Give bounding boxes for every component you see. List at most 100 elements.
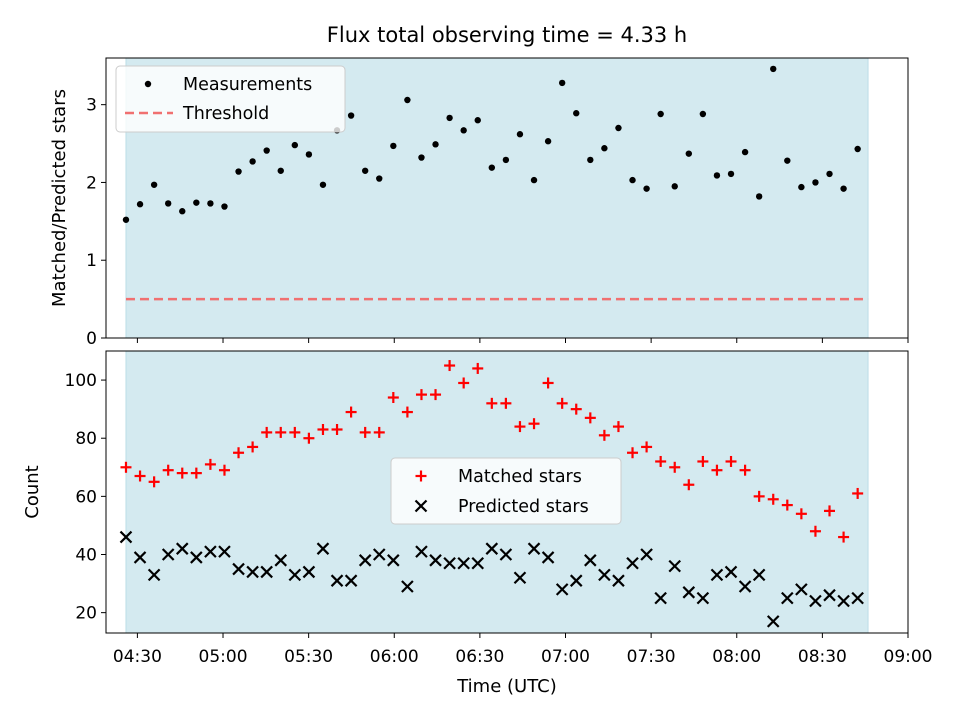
top-ytick-label: 3 bbox=[86, 96, 97, 116]
predicted-star-point bbox=[274, 554, 288, 567]
matched-star-point bbox=[683, 479, 695, 491]
predicted-star-point bbox=[232, 562, 245, 576]
matched-star-point bbox=[739, 464, 751, 476]
matched-star-point bbox=[247, 441, 259, 453]
measurement-point bbox=[122, 216, 130, 223]
predicted-star-point bbox=[246, 565, 259, 579]
measurement-point bbox=[460, 127, 467, 134]
predicted-star-point bbox=[499, 548, 513, 561]
matched-star-point bbox=[120, 461, 132, 473]
xtick-label: 08:00 bbox=[712, 647, 761, 667]
measurement-point bbox=[249, 158, 256, 165]
matched-star-point bbox=[472, 362, 484, 374]
predicted-star-point bbox=[302, 565, 316, 579]
measurement-point bbox=[643, 185, 650, 192]
measurement-point bbox=[826, 170, 833, 178]
matched-star-point bbox=[725, 455, 737, 467]
measurement-point bbox=[615, 124, 622, 132]
matched-star-point bbox=[444, 360, 456, 372]
measurement-point bbox=[699, 110, 707, 118]
legend-measurements-label: Measurements bbox=[183, 75, 312, 95]
measurement-point bbox=[474, 117, 481, 124]
matched-star-point bbox=[275, 426, 287, 438]
measurement-points bbox=[122, 65, 861, 223]
xtick-label: 09:00 bbox=[884, 647, 933, 667]
bottom-ytick-label: 80 bbox=[75, 429, 97, 449]
legend-measurements-marker bbox=[144, 80, 152, 88]
bottom-ytick-label: 60 bbox=[75, 487, 97, 507]
predicted-star-point bbox=[837, 594, 850, 608]
matched-star-point bbox=[317, 423, 329, 435]
top-ytick-label: 1 bbox=[86, 251, 97, 271]
predicted-star-point bbox=[809, 594, 822, 608]
matched-star-point bbox=[767, 493, 779, 505]
bottom-x-axis-ticks: 04:30 05:00 05:30 06:00 06:30 07:00 07:30 08:00… bbox=[113, 633, 933, 667]
predicted-star-point bbox=[175, 542, 189, 555]
predicted-star-point bbox=[415, 545, 428, 558]
measurement-point bbox=[657, 110, 664, 118]
measurement-point bbox=[798, 183, 805, 191]
predicted-star-point bbox=[527, 542, 541, 555]
matched-star-point bbox=[289, 426, 301, 438]
measurement-point bbox=[432, 141, 439, 148]
predicted-star-point bbox=[752, 568, 766, 582]
predicted-star-point bbox=[387, 554, 400, 567]
predicted-star-point bbox=[443, 556, 456, 570]
measurement-point bbox=[376, 175, 383, 182]
top-y-axis-label: Matched/Predicted stars bbox=[49, 89, 70, 307]
matched-star-point bbox=[697, 455, 709, 467]
matched-star-point bbox=[781, 499, 793, 511]
matched-star-point bbox=[373, 426, 385, 438]
measurement-point bbox=[179, 208, 186, 215]
matched-star-point bbox=[528, 418, 540, 430]
matched-star-point bbox=[809, 525, 821, 537]
matched-star-point bbox=[584, 412, 596, 424]
predicted-star-point bbox=[190, 551, 203, 564]
matched-star-point bbox=[824, 505, 836, 517]
measurement-point bbox=[207, 200, 214, 207]
measurement-point bbox=[277, 167, 284, 174]
measurement-point bbox=[404, 96, 411, 104]
predicted-star-point bbox=[781, 591, 794, 605]
matched-star-point bbox=[486, 397, 498, 409]
measurement-point bbox=[770, 65, 777, 73]
bottom-panel: 20 40 60 80 100 04:30 05:00 05:30 06:00 06:30 07:… bbox=[22, 350, 933, 697]
predicted-star-point bbox=[344, 574, 358, 587]
matched-star-point bbox=[162, 464, 174, 476]
predicted-star-point bbox=[555, 583, 569, 596]
measurement-point bbox=[685, 150, 693, 157]
x-axis-label: Time (UTC) bbox=[456, 676, 557, 697]
predicted-star-point bbox=[316, 542, 330, 555]
matched-star-point bbox=[134, 470, 146, 482]
predicted-star-point bbox=[795, 583, 808, 596]
matched-star-point bbox=[345, 406, 357, 418]
measurement-point bbox=[418, 154, 425, 161]
xtick-label: 05:00 bbox=[199, 647, 248, 667]
measurement-point bbox=[727, 170, 735, 178]
measurement-point bbox=[784, 157, 791, 164]
matched-star-point bbox=[331, 423, 343, 435]
measurement-point bbox=[755, 193, 763, 200]
predicted-star-point bbox=[584, 554, 597, 567]
predicted-star-point bbox=[851, 591, 864, 605]
measurement-point bbox=[221, 203, 228, 210]
top-ytick-label: 0 bbox=[86, 329, 97, 349]
predicted-star-point bbox=[738, 580, 752, 593]
measurement-point bbox=[587, 156, 594, 164]
measurement-point bbox=[812, 179, 819, 186]
top-legend-box bbox=[115, 65, 346, 133]
measurement-point bbox=[671, 183, 678, 190]
matched-star-point bbox=[176, 467, 188, 479]
top-y-axis-ticks: 0 1 2 3 bbox=[86, 96, 106, 349]
matched-star-point bbox=[261, 426, 273, 438]
measurement-point bbox=[573, 110, 580, 117]
matched-star-point bbox=[852, 487, 864, 499]
matched-star-point bbox=[218, 464, 230, 476]
top-x-axis-ticks bbox=[136, 338, 909, 343]
legend-predicted-marker-shape bbox=[414, 499, 428, 513]
measurement-point bbox=[291, 141, 299, 149]
predicted-star-point bbox=[682, 586, 696, 599]
bottom-axes-frame bbox=[105, 350, 909, 634]
predicted-star-point bbox=[471, 556, 485, 570]
